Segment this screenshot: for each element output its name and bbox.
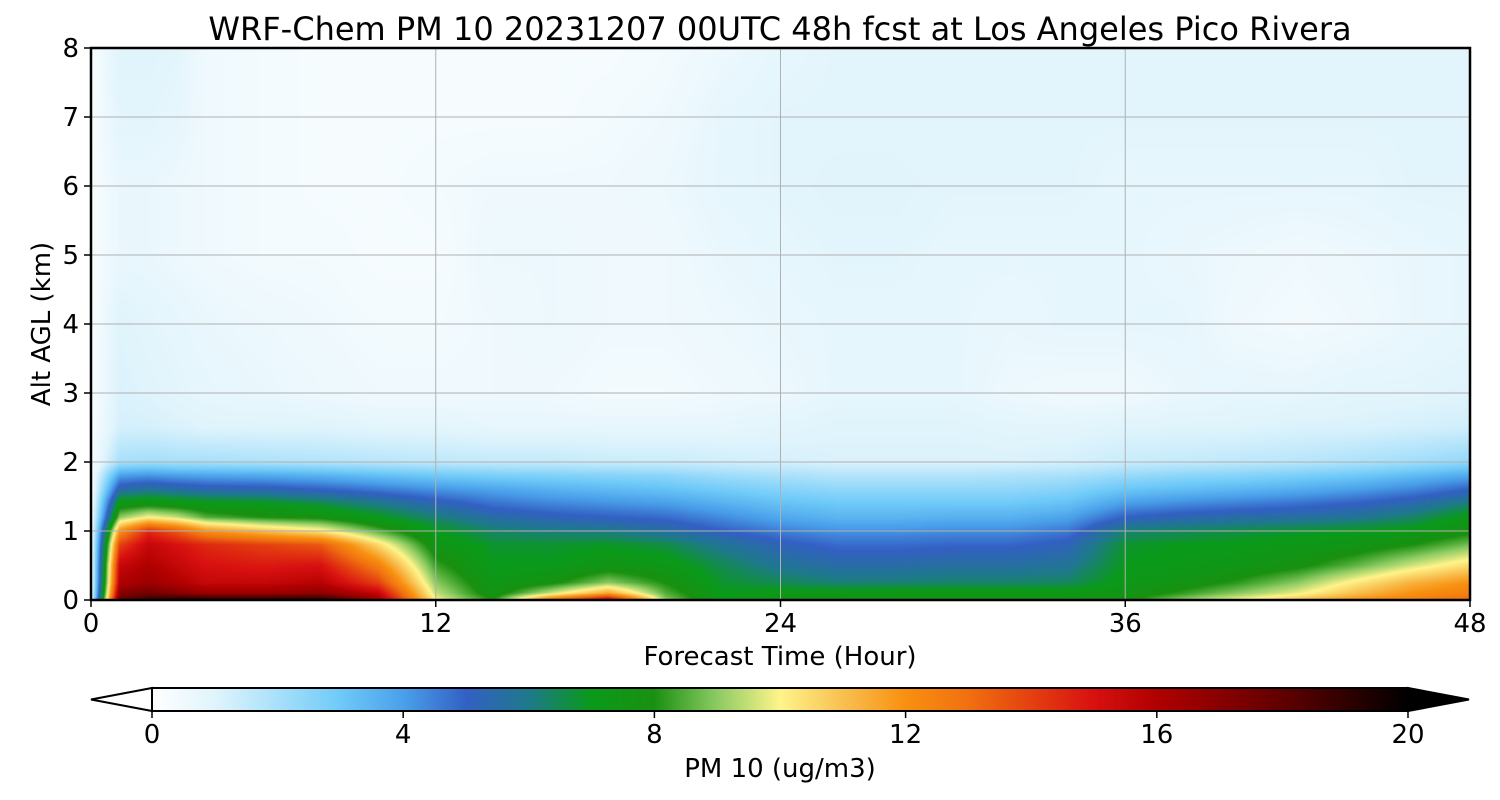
y-tick-label: 8	[62, 34, 79, 64]
colorbar-body	[152, 688, 1408, 711]
y-tick-label: 0	[62, 586, 79, 616]
y-axis-label: Alt AGL (km)	[27, 242, 57, 406]
colorbar-tick-label: 4	[395, 720, 412, 750]
x-axis-label: Forecast Time (Hour)	[643, 642, 916, 672]
colorbar-tick-label: 16	[1140, 720, 1173, 750]
y-axis: 0 1 2 3 4 5 6 7 8	[62, 34, 91, 616]
x-tick-label: 48	[1453, 609, 1486, 639]
x-tick-label: 0	[83, 609, 100, 639]
colorbar-max-extension	[1407, 686, 1470, 713]
x-axis: 0 12 24 36 48	[83, 600, 1487, 639]
colorbar-tick-label: 12	[889, 720, 922, 750]
colorbar-ticks: 0 4 8 12 16 20	[144, 711, 1425, 750]
y-tick-label: 7	[62, 103, 79, 133]
colorbar-frame	[151, 687, 1409, 712]
chart-title: WRF-Chem PM 10 20231207 00UTC 48h fcst a…	[208, 10, 1351, 48]
x-tick-label: 24	[764, 609, 797, 639]
colorbar-tick-label: 20	[1391, 720, 1424, 750]
y-tick-label: 6	[62, 172, 79, 202]
y-tick-label: 1	[62, 517, 79, 547]
colorbar-label: PM 10 (ug/m3)	[684, 754, 876, 784]
colorbar: 0 4 8 12 16 20 PM 10 (ug/m3)	[90, 686, 1470, 784]
plot-area	[89, 46, 1472, 602]
y-tick-label: 5	[62, 241, 79, 271]
colorbar-tick-label: 0	[144, 720, 161, 750]
y-tick-label: 4	[62, 310, 79, 340]
x-tick-label: 36	[1109, 609, 1142, 639]
colorbar-tick-label: 8	[646, 720, 663, 750]
colorbar-min-extension	[90, 686, 153, 713]
x-tick-label: 12	[419, 609, 452, 639]
y-tick-label: 2	[62, 448, 79, 478]
y-tick-label: 3	[62, 379, 79, 409]
